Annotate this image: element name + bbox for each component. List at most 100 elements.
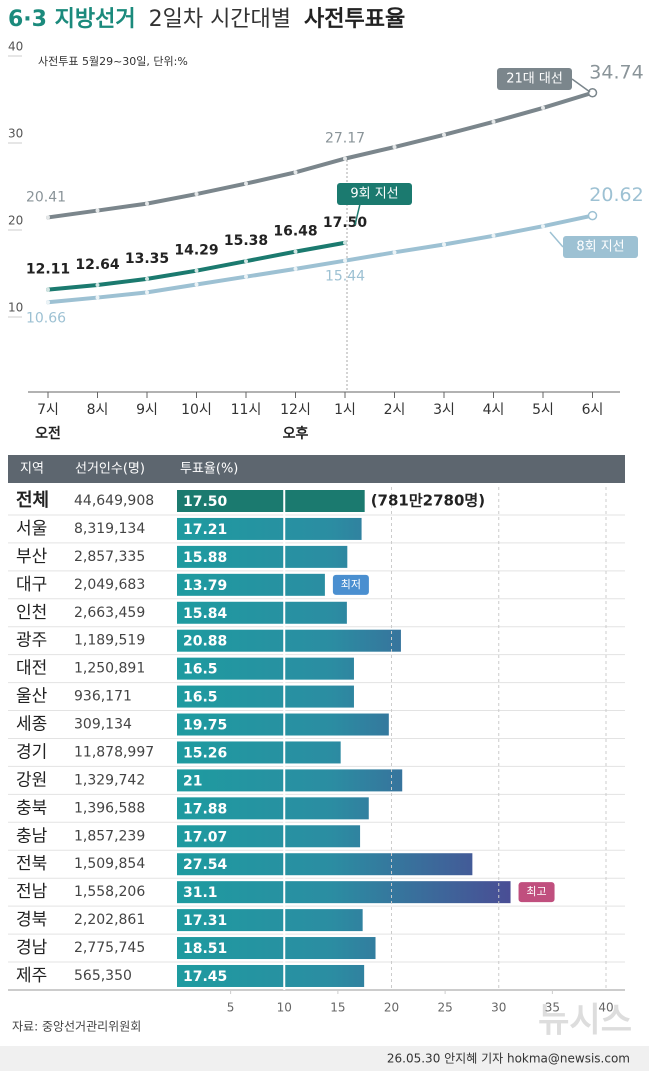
legend-label: 21대 대선 — [506, 72, 563, 87]
value-label: 17.50 — [183, 494, 228, 510]
legend-label: 8회 지선 — [576, 240, 624, 255]
x-tick-label: 2시 — [384, 402, 406, 418]
chart-title: 6·3 지방선거 2일차 시간대별 사전투표율 — [8, 7, 405, 32]
x-tick-label: 9시 — [136, 402, 158, 418]
value-label: 13.35 — [125, 251, 169, 267]
voters: 2,663,459 — [74, 605, 145, 621]
bar — [177, 909, 363, 932]
voters: 2,049,683 — [74, 577, 145, 593]
point — [541, 105, 545, 110]
point — [244, 181, 248, 186]
annotation: 최고 — [526, 885, 546, 898]
legend-connector — [549, 231, 564, 248]
region: 서울 — [16, 519, 47, 539]
point — [392, 250, 397, 255]
voters: 2,857,335 — [74, 549, 145, 565]
voters: 1,250,891 — [74, 661, 145, 677]
annotation: 최저 — [341, 578, 361, 591]
point — [491, 233, 496, 238]
title-part: 사전투표율 — [304, 7, 405, 32]
bar — [177, 517, 362, 540]
voters: 309,134 — [74, 717, 132, 733]
region: 인천 — [16, 603, 47, 623]
value-label: 14.29 — [174, 243, 218, 259]
value-label: 20.41 — [26, 189, 66, 205]
voters: 565,350 — [74, 968, 132, 984]
point — [46, 300, 50, 305]
header-cell: 투표율(%) — [180, 462, 238, 477]
legend-box — [563, 236, 638, 258]
point — [293, 266, 298, 271]
x-tick-label: 5시 — [532, 402, 554, 418]
point — [293, 170, 298, 175]
voters: 1,558,206 — [74, 884, 145, 900]
region: 부산 — [16, 547, 48, 567]
region: 제주 — [16, 966, 47, 986]
region: 전남 — [16, 882, 48, 902]
value-label: 15.88 — [183, 550, 227, 566]
value-label: 20.62 — [589, 184, 643, 206]
point — [343, 258, 347, 263]
region: 경남 — [16, 938, 48, 958]
value-label: 15.44 — [325, 269, 365, 285]
value-label: 27.17 — [325, 131, 365, 147]
y-tick-label: 40 — [8, 40, 23, 54]
x-tick-label: 35 — [545, 1001, 560, 1015]
point — [244, 274, 248, 279]
region: 경북 — [16, 910, 47, 930]
table-header — [8, 455, 625, 483]
region: 울산 — [16, 687, 48, 707]
badge — [518, 882, 555, 903]
point — [46, 287, 50, 292]
bar — [177, 545, 348, 568]
voters: 936,171 — [74, 689, 132, 705]
footer — [0, 1046, 649, 1071]
point — [442, 132, 446, 137]
value-label: 15.26 — [183, 745, 227, 761]
voters: 2,775,745 — [74, 940, 145, 956]
bar — [177, 881, 511, 904]
point — [145, 276, 149, 281]
value-label: 27.54 — [183, 857, 228, 873]
header-cell: 지역 — [20, 462, 44, 477]
voters: 1,189,519 — [74, 633, 145, 649]
value-label: 31.1 — [183, 885, 218, 901]
value-label: 12.11 — [26, 262, 70, 278]
title-part: 2일차 시간대별 — [149, 7, 291, 32]
x-tick-label: 12시 — [280, 402, 311, 418]
point — [194, 282, 199, 287]
value-label: 16.48 — [273, 224, 317, 240]
legend-label: 9회 지선 — [350, 187, 398, 202]
point — [46, 215, 50, 220]
voters: 1,396,588 — [74, 800, 145, 816]
point — [343, 240, 347, 245]
region: 전북 — [16, 854, 47, 874]
region: 전체 — [16, 490, 49, 511]
point — [95, 283, 100, 288]
point — [145, 290, 149, 295]
x-tick-label: 30 — [491, 1001, 506, 1015]
x-tick-label: 15 — [330, 1001, 345, 1015]
y-tick-label: 10 — [8, 301, 23, 315]
value-label: 15.38 — [224, 233, 268, 249]
region: 충남 — [16, 826, 48, 846]
value-label: 34.74 — [589, 61, 643, 83]
value-label: 13.79 — [183, 578, 227, 594]
point — [587, 210, 598, 221]
bar — [177, 937, 376, 960]
x-tick-label: 8시 — [87, 402, 109, 418]
voters: 44,649,908 — [74, 493, 154, 509]
x-tick-label: 20 — [384, 1001, 399, 1015]
bar — [177, 825, 361, 848]
point — [343, 156, 347, 161]
voters: 2,202,861 — [74, 912, 145, 928]
x-tick-label: 10 — [277, 1001, 292, 1015]
bar — [177, 629, 401, 652]
point — [587, 88, 598, 98]
annotation: (781만2780명) — [371, 492, 485, 510]
title-part: 6·3 지방선거 — [8, 7, 136, 32]
value-label: 17.31 — [183, 913, 227, 929]
point — [145, 201, 149, 206]
x-tick-label: 3시 — [433, 402, 455, 418]
point — [392, 145, 397, 150]
